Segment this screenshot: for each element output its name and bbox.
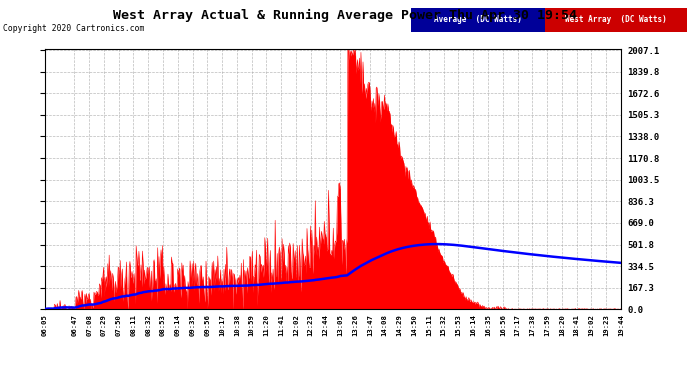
Text: Copyright 2020 Cartronics.com: Copyright 2020 Cartronics.com [3,24,145,33]
Text: Average  (DC Watts): Average (DC Watts) [434,15,522,24]
Text: West Array Actual & Running Average Power Thu Apr 30 19:54: West Array Actual & Running Average Powe… [113,9,577,22]
Text: West Array  (DC Watts): West Array (DC Watts) [565,15,667,24]
